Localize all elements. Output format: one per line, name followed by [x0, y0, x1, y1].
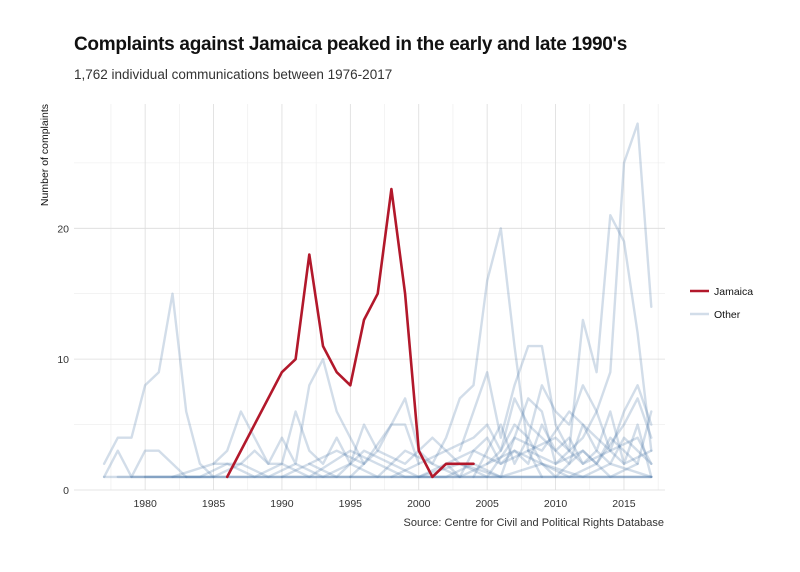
series-line-other-8 — [486, 384, 653, 465]
source-caption: Source: Centre for Civil and Political R… — [403, 517, 664, 529]
y-tick-label: 0 — [63, 485, 69, 497]
x-tick-label: 1995 — [339, 498, 363, 510]
series-line-other-3 — [116, 358, 366, 479]
series-line-other-4 — [212, 410, 420, 465]
x-tick-label: 1980 — [133, 498, 157, 510]
x-tick-label: 2005 — [475, 498, 499, 510]
series-line-other-6 — [458, 214, 653, 452]
series-line-other-15 — [349, 410, 653, 479]
x-tick-label: 2010 — [544, 498, 568, 510]
series-line-other-11 — [185, 397, 653, 479]
x-tick-label: 1990 — [270, 498, 294, 510]
series-line-jamaica — [225, 187, 475, 479]
other-series-group — [102, 122, 653, 479]
y-tick-label: 20 — [57, 223, 69, 235]
series-line-other-1 — [102, 292, 215, 479]
series-line-other-7 — [527, 122, 653, 465]
jamaica-series-group — [225, 187, 475, 479]
x-tick-label: 2015 — [612, 498, 636, 510]
series-line-other-16 — [472, 410, 653, 479]
x-tick-label: 2000 — [407, 498, 431, 510]
series-line-other-5 — [308, 227, 544, 479]
series-line-other-10 — [280, 436, 653, 479]
grid-lines — [74, 104, 665, 491]
series-line-other-12 — [431, 423, 653, 479]
series-line-other-2 — [102, 449, 188, 479]
y-tick-label: 10 — [57, 354, 69, 366]
axis-labels: 1980 1985 1990 1995 2000 2005 2010 2015 0 10 20 — [57, 223, 635, 510]
legend-label-jamaica: Jamaica — [714, 286, 753, 298]
legend-label-other: Other — [714, 309, 741, 321]
y-axis-title: Number of complaints — [39, 104, 51, 206]
x-tick-label: 1985 — [202, 498, 226, 510]
series-line-other-13 — [130, 449, 653, 479]
series-line-other-9 — [390, 397, 653, 479]
chart-title: Complaints against Jamaica peaked in the… — [74, 34, 627, 55]
legend: Jamaica Other — [690, 286, 753, 321]
series-line-other-14 — [417, 397, 639, 479]
chart-subtitle: 1,762 individual communications between … — [74, 67, 393, 82]
